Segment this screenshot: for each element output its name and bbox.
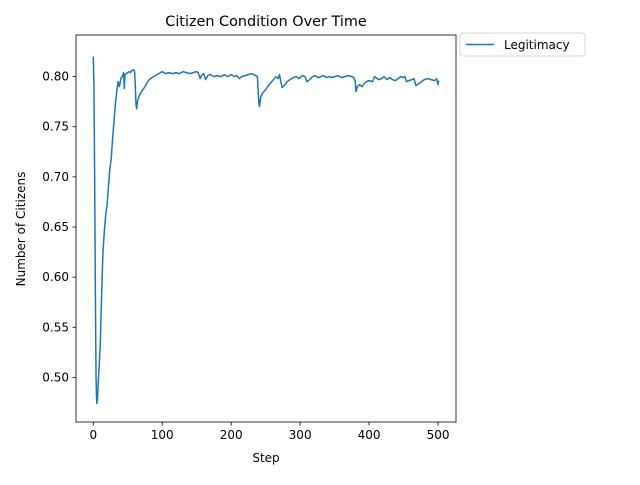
x-axis-ticks: 0 100 200 300 400 500	[89, 422, 449, 442]
plot-area	[75, 34, 457, 423]
legend: Legitimacy	[459, 32, 586, 57]
x-tick-label: 300	[289, 428, 312, 442]
y-tick-label: 0.75	[42, 120, 69, 134]
x-tick-label: 400	[358, 428, 381, 442]
series-layer	[92, 56, 440, 405]
chart-title: Citizen Condition Over Time	[165, 14, 367, 30]
y-tick-label: 0.70	[42, 170, 69, 184]
x-tick-label: 200	[220, 428, 243, 442]
plot-frame	[75, 34, 457, 423]
y-tick-label: 0.50	[42, 370, 69, 384]
plot-background	[76, 35, 456, 422]
y-tick-label: 0.55	[42, 320, 69, 334]
y-tick-label: 0.80	[42, 70, 69, 84]
y-tick-label: 0.65	[42, 220, 69, 234]
legend-frame	[459, 32, 586, 57]
legend-label-legitimacy: Legitimacy	[504, 38, 570, 52]
y-axis-label: Number of Citizens	[14, 172, 28, 287]
y-axis-ticks: 0.50 0.55 0.60 0.65 0.70 0.75 0.80	[42, 70, 76, 384]
series-line-legitimacy	[92, 56, 440, 405]
y-tick-label: 0.60	[42, 270, 69, 284]
x-tick-label: 500	[427, 428, 450, 442]
x-tick-label: 0	[89, 428, 97, 442]
x-tick-label: 100	[151, 428, 174, 442]
x-axis-label: Step	[252, 451, 279, 465]
